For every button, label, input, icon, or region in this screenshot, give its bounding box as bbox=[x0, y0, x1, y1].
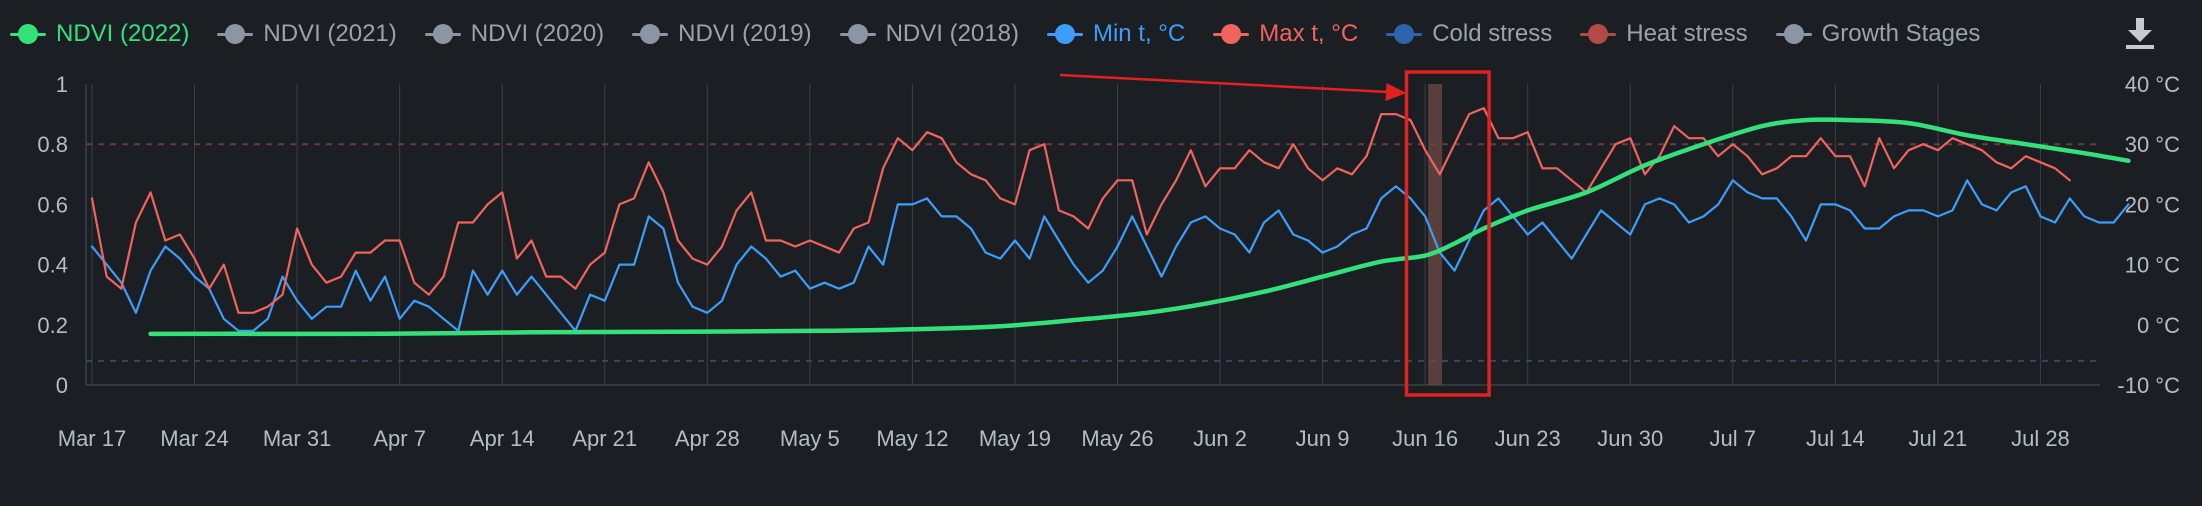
x-tick-label: May 12 bbox=[876, 426, 948, 451]
x-axis: Mar 17 Mar 24 Mar 31 Apr 7 Apr 14 Apr 21 Apr 2… bbox=[58, 426, 2070, 451]
legend-marker-icon bbox=[215, 22, 255, 46]
legend-marker-icon bbox=[1045, 22, 1085, 46]
legend-label: NDVI (2019) bbox=[678, 20, 812, 47]
y-tick-left-label: 0 bbox=[56, 373, 68, 398]
x-tick-label: Jul 7 bbox=[1710, 426, 1756, 451]
legend-item-cold-stress[interactable]: Cold stress bbox=[1384, 20, 1552, 48]
series-lines bbox=[90, 107, 2131, 337]
y-tick-right-label: 30 °C bbox=[2125, 132, 2180, 157]
x-tick-label: Apr 7 bbox=[373, 426, 426, 451]
legend-marker-icon bbox=[838, 22, 878, 46]
grid bbox=[85, 84, 2100, 386]
legend-label: Heat stress bbox=[1626, 20, 1748, 47]
legend-item-heat-stress[interactable]: Heat stress bbox=[1578, 20, 1748, 48]
y-tick-right-label: 10 °C bbox=[2125, 253, 2180, 278]
annotation-arrow bbox=[1059, 73, 1407, 101]
highlight-box bbox=[1404, 70, 1491, 397]
x-tick-label: Jun 2 bbox=[1193, 426, 1247, 451]
y-tick-left-label: 1 bbox=[56, 72, 68, 97]
legend-item-growth-stages[interactable]: Growth Stages bbox=[1774, 20, 1981, 48]
legend-marker-icon bbox=[630, 22, 670, 46]
legend-item-ndvi-2020[interactable]: NDVI (2020) bbox=[423, 20, 604, 48]
highlight-rectangle bbox=[1404, 70, 1491, 397]
y-tick-right-label: 20 °C bbox=[2125, 192, 2180, 217]
y-tick-left-label: 0.8 bbox=[37, 132, 68, 157]
min-temperature-line bbox=[90, 179, 2130, 332]
x-tick-label: Mar 31 bbox=[263, 426, 331, 451]
ndvi-2022-line bbox=[148, 117, 2131, 337]
legend-item-ndvi-2019[interactable]: NDVI (2019) bbox=[630, 20, 812, 48]
legend-marker-icon bbox=[1384, 22, 1424, 46]
x-tick-label: Jun 9 bbox=[1296, 426, 1350, 451]
threshold-lines bbox=[86, 143, 2100, 362]
legend-marker-icon bbox=[1774, 22, 1814, 46]
legend-label: Min t, °C bbox=[1092, 20, 1186, 47]
y-tick-right-label: -10 °C bbox=[2117, 373, 2180, 398]
chart-legend: NDVI (2022) NDVI (2021) NDVI (2020) NDVI (2… bbox=[8, 14, 2006, 54]
y-tick-left-label: 0.2 bbox=[37, 313, 68, 338]
legend-label: NDVI (2018) bbox=[885, 20, 1019, 47]
legend-label: Growth Stages bbox=[1821, 20, 1981, 47]
download-icon bbox=[2126, 18, 2154, 49]
y-tick-left-label: 0.4 bbox=[37, 253, 68, 278]
x-tick-label: Apr 28 bbox=[675, 426, 740, 451]
legend-label: Max t, °C bbox=[1259, 20, 1359, 47]
highlight-band bbox=[1428, 84, 1443, 385]
legend-item-ndvi-2021[interactable]: NDVI (2021) bbox=[215, 20, 397, 48]
arrow-head bbox=[1385, 83, 1407, 101]
x-tick-label: Mar 24 bbox=[160, 426, 228, 451]
legend-label: NDVI (2022) bbox=[56, 20, 190, 47]
legend-label: Cold stress bbox=[1432, 20, 1553, 47]
y-tick-left-label: 0.6 bbox=[37, 192, 68, 217]
x-tick-label: Mar 17 bbox=[58, 426, 126, 451]
legend-marker-icon bbox=[1211, 22, 1251, 46]
x-tick-label: Jul 21 bbox=[1909, 426, 1968, 451]
legend-marker-icon bbox=[423, 22, 463, 46]
legend-label: NDVI (2020) bbox=[470, 20, 605, 47]
x-tick-label: Apr 14 bbox=[470, 426, 535, 451]
legend-item-ndvi-2022[interactable]: NDVI (2022) bbox=[8, 20, 189, 48]
x-tick-label: Jun 30 bbox=[1597, 426, 1663, 451]
y-axis-right: -10 °C 0 °C 10 °C 20 °C 30 °C 40 °C bbox=[2117, 72, 2180, 398]
y-tick-right-label: 40 °C bbox=[2125, 72, 2180, 97]
max-temperature-line bbox=[90, 107, 2071, 314]
x-tick-label: Jun 16 bbox=[1392, 426, 1458, 451]
legend-marker-icon bbox=[1578, 22, 1618, 46]
legend-item-min-t-c[interactable]: Min t, °C bbox=[1045, 20, 1185, 48]
y-tick-right-label: 0 °C bbox=[2137, 313, 2180, 338]
legend-marker-icon bbox=[8, 22, 48, 46]
x-tick-label: May 19 bbox=[979, 426, 1051, 451]
x-tick-label: Apr 21 bbox=[572, 426, 637, 451]
highlight-fill bbox=[1428, 84, 1443, 385]
x-tick-label: May 26 bbox=[1081, 426, 1153, 451]
x-tick-label: Jul 14 bbox=[1806, 426, 1865, 451]
x-tick-label: Jul 28 bbox=[2011, 426, 2070, 451]
y-axis-left: 0 0.2 0.4 0.6 0.8 1 bbox=[37, 72, 68, 398]
legend-item-ndvi-2018[interactable]: NDVI (2018) bbox=[838, 20, 1019, 48]
x-tick-label: May 5 bbox=[780, 426, 840, 451]
legend-label: NDVI (2021) bbox=[263, 20, 397, 47]
arrow-shaft bbox=[1059, 73, 1389, 94]
x-tick-label: Jun 23 bbox=[1495, 426, 1561, 451]
download-button[interactable] bbox=[2120, 14, 2160, 54]
legend-item-max-t-c[interactable]: Max t, °C bbox=[1211, 20, 1358, 48]
